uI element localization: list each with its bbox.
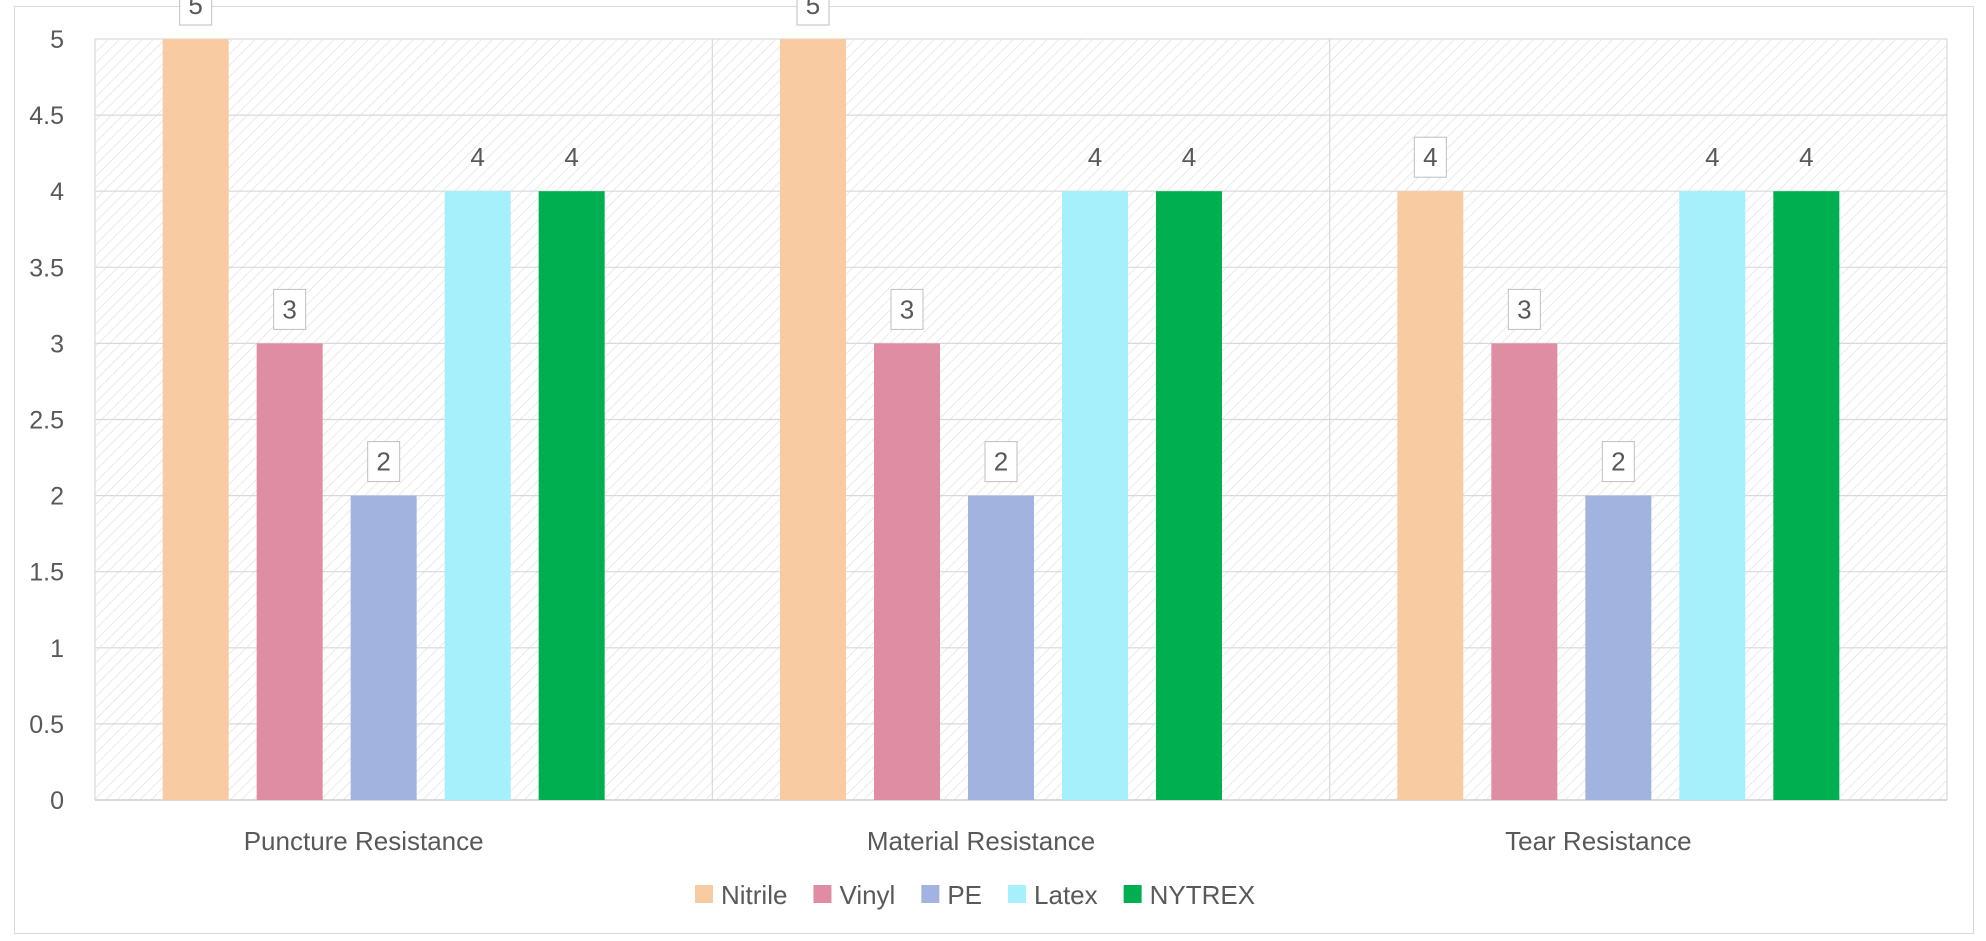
legend-item-vinyl[interactable]: Vinyl xyxy=(813,880,895,910)
data-label-vinyl-tear-resistance: 3 xyxy=(1517,294,1531,324)
bar-nytrex-puncture-resistance xyxy=(538,191,605,800)
data-label-box xyxy=(890,288,924,330)
bar-pe-material-resistance xyxy=(968,495,1034,800)
bar-latex-material-resistance xyxy=(1062,191,1128,800)
y-tick-label: 4.5 xyxy=(29,102,64,130)
bar-latex-tear-resistance xyxy=(1679,191,1746,800)
bar-pe-tear-resistance xyxy=(1585,495,1652,800)
legend-item-nitrile[interactable]: Nitrile xyxy=(695,880,787,910)
bar-nitrile-puncture-resistance xyxy=(162,39,229,800)
bars xyxy=(162,39,1840,800)
x-tick-label: Material Resistance xyxy=(867,826,1095,856)
data-label-nytrex-material-resistance: 4 xyxy=(1182,142,1196,172)
y-tick-label: 5 xyxy=(50,26,64,54)
bar-nytrex-material-resistance xyxy=(1156,191,1222,800)
data-label-latex-puncture-resistance: 4 xyxy=(470,142,484,172)
legend[interactable]: Nitrile Vinyl PE Latex NYTREX xyxy=(695,880,1255,910)
data-label-nitrile-tear-resistance: 4 xyxy=(1423,142,1437,172)
bar-pe-puncture-resistance xyxy=(350,495,417,800)
y-tick-label: 3 xyxy=(50,330,64,358)
x-tick-label: Tear Resistance xyxy=(1505,826,1691,856)
legend-swatch xyxy=(1008,885,1027,903)
y-tick-label: 0.5 xyxy=(29,711,64,739)
data-label-latex-tear-resistance: 4 xyxy=(1705,142,1719,172)
data-labels: 5 3 2 4 4 5 3 2 4 4 4 3 2 4 4 xyxy=(179,0,1814,483)
y-tick-label: 3.5 xyxy=(29,254,64,282)
legend-swatch xyxy=(1123,885,1142,903)
data-label-nitrile-puncture-resistance: 5 xyxy=(188,0,202,20)
legend-label: Vinyl xyxy=(839,880,895,910)
legend-label: Nitrile xyxy=(721,880,787,910)
data-label-box xyxy=(1601,441,1635,483)
data-label-nytrex-puncture-resistance: 4 xyxy=(564,142,578,172)
data-label-box xyxy=(984,441,1018,483)
legend-item-nytrex[interactable]: NYTREX xyxy=(1123,880,1255,910)
y-tick-label: 2 xyxy=(50,483,64,511)
legend-swatch xyxy=(813,885,832,903)
legend-label: Latex xyxy=(1034,880,1098,910)
data-label-vinyl-puncture-resistance: 3 xyxy=(282,294,296,324)
legend-swatch xyxy=(921,885,940,903)
axes: 0 0.5 1 1.5 2 2.5 3 3.5 4 4.5 5 Puncture Resistance… xyxy=(29,26,1947,856)
data-label-box xyxy=(367,441,401,483)
legend-item-pe[interactable]: PE xyxy=(921,880,982,910)
y-tick-label: 1 xyxy=(50,635,64,663)
data-label-vinyl-material-resistance: 3 xyxy=(900,294,914,324)
bar-vinyl-material-resistance xyxy=(874,343,940,800)
data-label-box xyxy=(796,0,830,26)
data-label-nitrile-material-resistance: 5 xyxy=(806,0,820,20)
bar-vinyl-tear-resistance xyxy=(1491,343,1558,800)
data-label-pe-puncture-resistance: 2 xyxy=(376,447,390,477)
bar-nitrile-tear-resistance xyxy=(1397,191,1464,800)
legend-label: PE xyxy=(947,880,982,910)
legend-item-latex[interactable]: Latex xyxy=(1008,880,1098,910)
y-tick-label: 2.5 xyxy=(29,407,64,435)
data-label-box xyxy=(1413,136,1447,178)
bar-vinyl-puncture-resistance xyxy=(256,343,323,800)
data-label-latex-material-resistance: 4 xyxy=(1088,142,1102,172)
x-tick-label: Puncture Resistance xyxy=(244,826,484,856)
data-label-pe-tear-resistance: 2 xyxy=(1611,447,1625,477)
legend-swatch xyxy=(695,885,713,903)
data-label-nytrex-tear-resistance: 4 xyxy=(1799,142,1813,172)
bar-latex-puncture-resistance xyxy=(444,191,511,800)
y-tick-label: 1.5 xyxy=(29,559,64,587)
bar-nytrex-tear-resistance xyxy=(1773,191,1840,800)
data-label-box xyxy=(273,288,307,330)
data-label-pe-material-resistance: 2 xyxy=(994,447,1008,477)
legend-label: NYTREX xyxy=(1150,880,1255,910)
bar-nitrile-material-resistance xyxy=(780,39,846,800)
data-label-box xyxy=(179,0,213,26)
y-tick-label: 0 xyxy=(50,787,64,815)
y-tick-label: 4 xyxy=(50,178,64,206)
data-label-box xyxy=(1507,288,1541,330)
